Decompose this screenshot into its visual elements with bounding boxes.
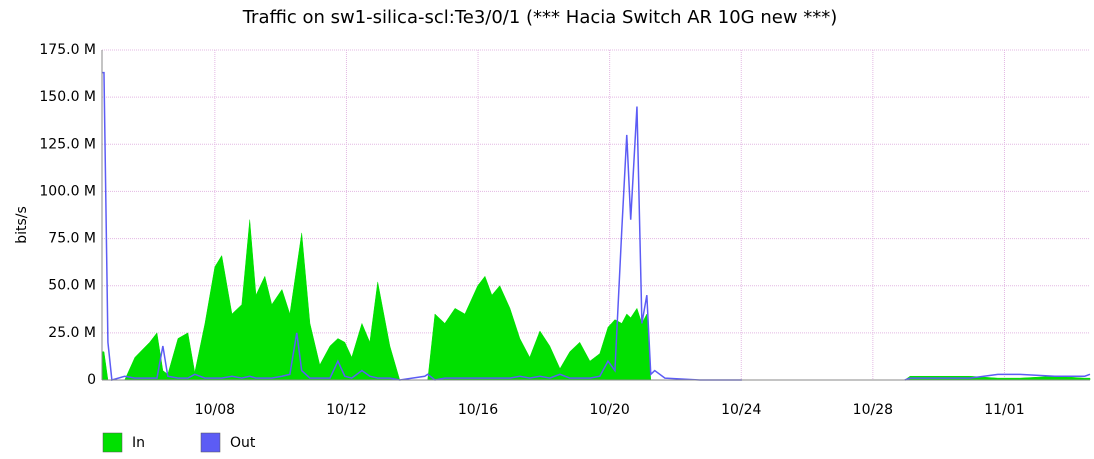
x-tick-label: 10/28 <box>853 402 893 418</box>
y-tick-label: 75.0 M <box>48 231 96 247</box>
legend-swatch <box>200 432 221 453</box>
x-tick-label: 11/01 <box>984 402 1024 418</box>
y-tick-label: 175.0 M <box>39 42 96 58</box>
x-tick-label: 10/20 <box>589 402 629 418</box>
chart-title: Traffic on sw1-silica-scl:Te3/0/1 (*** H… <box>242 7 838 28</box>
y-tick-label: 25.0 M <box>48 325 96 341</box>
line <box>102 71 1091 381</box>
x-tick-label: 10/12 <box>326 402 366 418</box>
y-tick-label: 150.0 M <box>39 89 96 105</box>
x-tick-label: 10/08 <box>195 402 235 418</box>
y-tick-label: 0 <box>87 372 96 388</box>
y-tick-label: 125.0 M <box>39 136 96 152</box>
y-tick-label: 50.0 M <box>48 278 96 294</box>
area <box>101 219 1091 381</box>
x-tick-label: 10/24 <box>721 402 761 418</box>
legend-swatch <box>102 432 123 453</box>
y-tick-label: 100.0 M <box>39 183 96 199</box>
y-axis-label: bits/s <box>14 206 30 244</box>
legend-label: In <box>132 435 145 451</box>
x-tick-label: 10/16 <box>458 402 498 418</box>
legend-label: Out <box>230 435 256 451</box>
